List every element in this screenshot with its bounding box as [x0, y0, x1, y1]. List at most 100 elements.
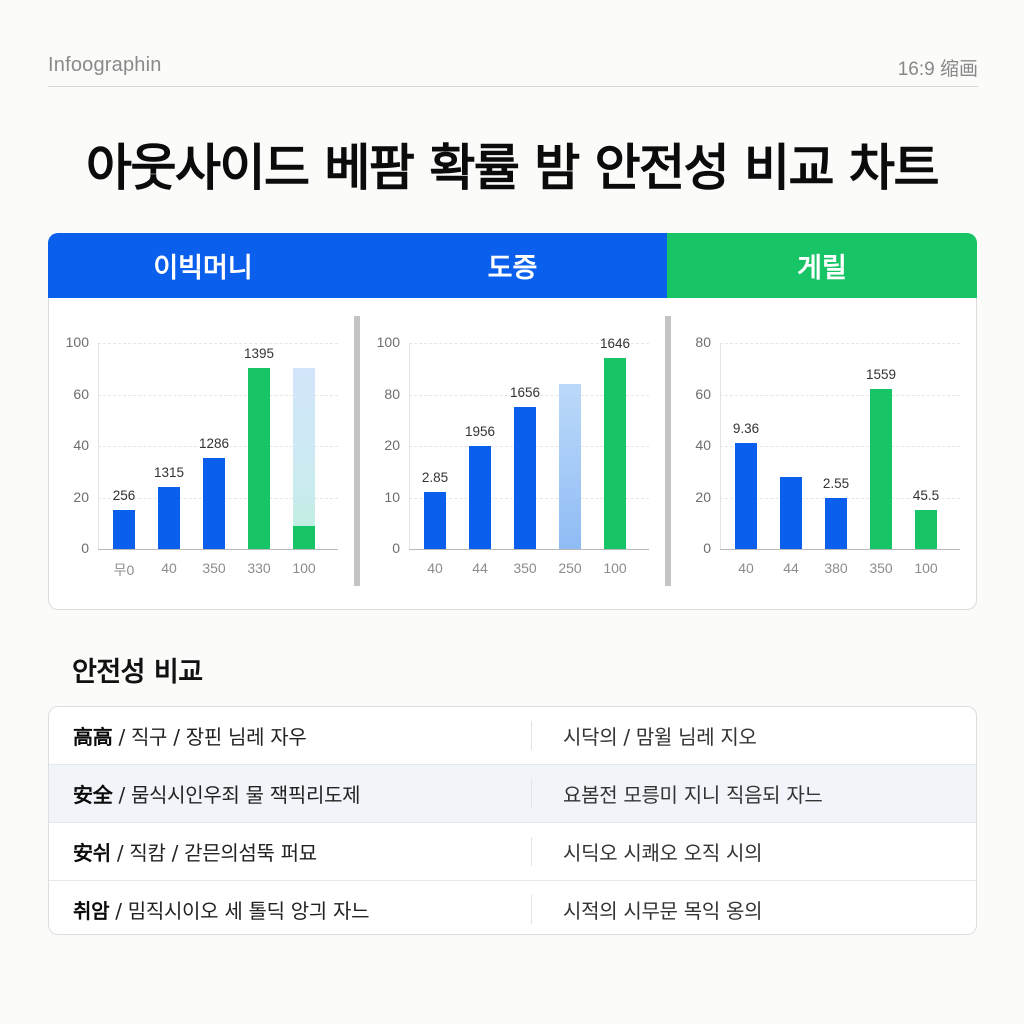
bar	[780, 476, 802, 549]
bar-value-label: 1559	[865, 367, 897, 383]
column-divider	[531, 779, 532, 808]
grid-line	[98, 446, 338, 447]
bar-chart-3: 0 20 40 60 80 9.36 40 44 2.55 380 1559 350 45.5 100	[671, 298, 976, 609]
comparison-table: 高高 / 직구 / 장핀 님레 자우 시닥의 / 맘윌 님레 지오 安全 / 뭄…	[48, 706, 977, 935]
row-key: 安全	[73, 783, 113, 807]
bar-value-label: 1956	[464, 424, 496, 439]
x-tick-label: 44	[472, 560, 488, 576]
x-tick-label: 100	[292, 560, 316, 576]
tab-header-1: 이빅머니	[48, 233, 358, 298]
tab-header-2: 도증	[358, 233, 667, 298]
y-tick-label: 80	[384, 385, 400, 402]
x-tick-label: 350	[513, 560, 537, 576]
bar	[469, 446, 491, 549]
x-tick-label: 330	[247, 560, 271, 576]
grid-line	[720, 394, 960, 396]
row-left-text: / 직캄 / 갇믄의섬뚝 퍼묘	[110, 841, 317, 865]
x-tick-label: 250	[558, 560, 582, 576]
y-tick-label: 10	[384, 488, 400, 505]
brand-label: Infoographin	[48, 54, 162, 76]
bar	[870, 389, 892, 549]
bar-value-label: 1646	[599, 336, 631, 352]
bar	[604, 358, 626, 549]
bar-value-label: 45.5	[912, 488, 940, 504]
page-title: 아웃사이드 베팜 확률 밤 안전성 비교 차트	[86, 139, 939, 197]
bar	[113, 509, 135, 549]
x-axis	[720, 549, 960, 550]
y-tick-label: 60	[73, 385, 89, 402]
y-tick-label: 0	[392, 540, 400, 556]
x-tick-label: 350	[202, 560, 226, 576]
row-left-cell: 高高 / 직구 / 장핀 님레 자우	[73, 721, 307, 750]
x-tick-label: 44	[783, 560, 799, 576]
chart-divider	[354, 316, 360, 586]
chart-divider	[665, 316, 671, 586]
row-left-cell: 安全 / 뭄식시인우죄 물 잭픽리도제	[73, 779, 361, 808]
section-title: 안전성 비교	[72, 657, 203, 688]
y-tick-label: 80	[695, 334, 711, 350]
bar	[424, 492, 446, 549]
y-tick-label: 60	[695, 385, 711, 402]
row-right-text: 시닥의 / 맘윌 님레 지오	[563, 725, 757, 749]
chart-tab-bar: 이빅머니 도증 게릴	[48, 233, 977, 298]
bar	[915, 510, 937, 549]
bar-value-label: 1656	[509, 385, 541, 401]
bar-value-label: 2.85	[421, 470, 449, 486]
bar	[514, 407, 536, 549]
x-tick-label: 380	[824, 560, 848, 576]
tab-header-3: 게릴	[667, 233, 977, 298]
bar	[203, 458, 225, 549]
bar-chart-1: 0 20 40 60 100 256 무0 1315 40 1286 350 1395 330 100	[49, 298, 354, 609]
y-tick-label: 100	[376, 334, 400, 350]
y-tick-label: 40	[73, 437, 89, 453]
aspect-ratio-label: 16:9 缩画	[897, 59, 978, 80]
y-tick-label: 0	[703, 540, 711, 556]
charts-card: 0 20 40 60 100 256 무0 1315 40 1286 350 1395 330 100 0…	[48, 298, 977, 610]
y-tick-label: 0	[81, 540, 89, 556]
grid-line	[409, 343, 649, 344]
table-row: 취암 / 밈직시이오 세 톨딕 앙긔 자느 시적의 시무문 목익 옹의	[49, 881, 976, 934]
x-tick-label: 40	[427, 560, 443, 576]
x-axis	[98, 549, 338, 550]
grid-line	[98, 343, 338, 344]
row-left-cell: 취암 / 밈직시이오 세 톨딕 앙긔 자느	[73, 895, 369, 924]
bar	[825, 497, 847, 549]
row-right-text: 시적의 시무문 목익 옹의	[563, 899, 763, 923]
y-axis	[409, 343, 410, 549]
row-right-text: 요봄전 모릉미 지니 직음되 자느	[563, 783, 823, 807]
x-tick-label: 100	[603, 560, 627, 576]
bar-solid-segment	[293, 526, 315, 549]
row-right-text: 시딕오 시쾌오 오직 시의	[563, 841, 763, 865]
row-key: 安쉬	[73, 841, 111, 865]
table-row: 安全 / 뭄식시인우죄 물 잭픽리도제 요봄전 모릉미 지니 직음되 자느	[49, 765, 976, 823]
x-tick-label: 40	[738, 560, 754, 576]
bar-value-label: 9.36	[732, 421, 760, 437]
row-key: 高高	[73, 725, 113, 749]
y-axis	[720, 343, 721, 549]
bar	[559, 384, 581, 549]
bar	[293, 367, 315, 549]
y-axis	[98, 343, 99, 549]
row-left-text: / 뭄식시인우죄 물 잭픽리도제	[112, 783, 361, 807]
bar-value-label: 1395	[243, 345, 275, 361]
y-tick-label: 20	[384, 437, 400, 453]
x-tick-label: 40	[161, 560, 177, 576]
bar-value-label: 2.55	[822, 475, 850, 491]
x-tick-label: 무0	[113, 562, 135, 578]
bar-value-label: 1315	[153, 465, 185, 481]
column-divider	[531, 895, 532, 924]
top-bar: Infoographin 16:9 缩画	[48, 52, 978, 87]
row-left-cell: 安쉬 / 직캄 / 갇믄의섬뚝 퍼묘	[73, 837, 317, 866]
grid-line	[720, 446, 960, 447]
bar	[158, 487, 180, 549]
grid-line	[720, 343, 960, 344]
x-tick-label: 350	[869, 560, 893, 576]
bar	[248, 367, 270, 549]
grid-line	[409, 394, 649, 396]
column-divider	[531, 837, 532, 866]
y-tick-label: 20	[695, 488, 711, 505]
bar-value-label: 1286	[198, 436, 230, 452]
x-tick-label: 100	[914, 560, 938, 576]
bar-chart-2: 0 10 20 80 100 2.85 40 1956 44 1656 350 250 1646 100	[360, 298, 665, 609]
y-tick-label: 20	[73, 488, 89, 505]
